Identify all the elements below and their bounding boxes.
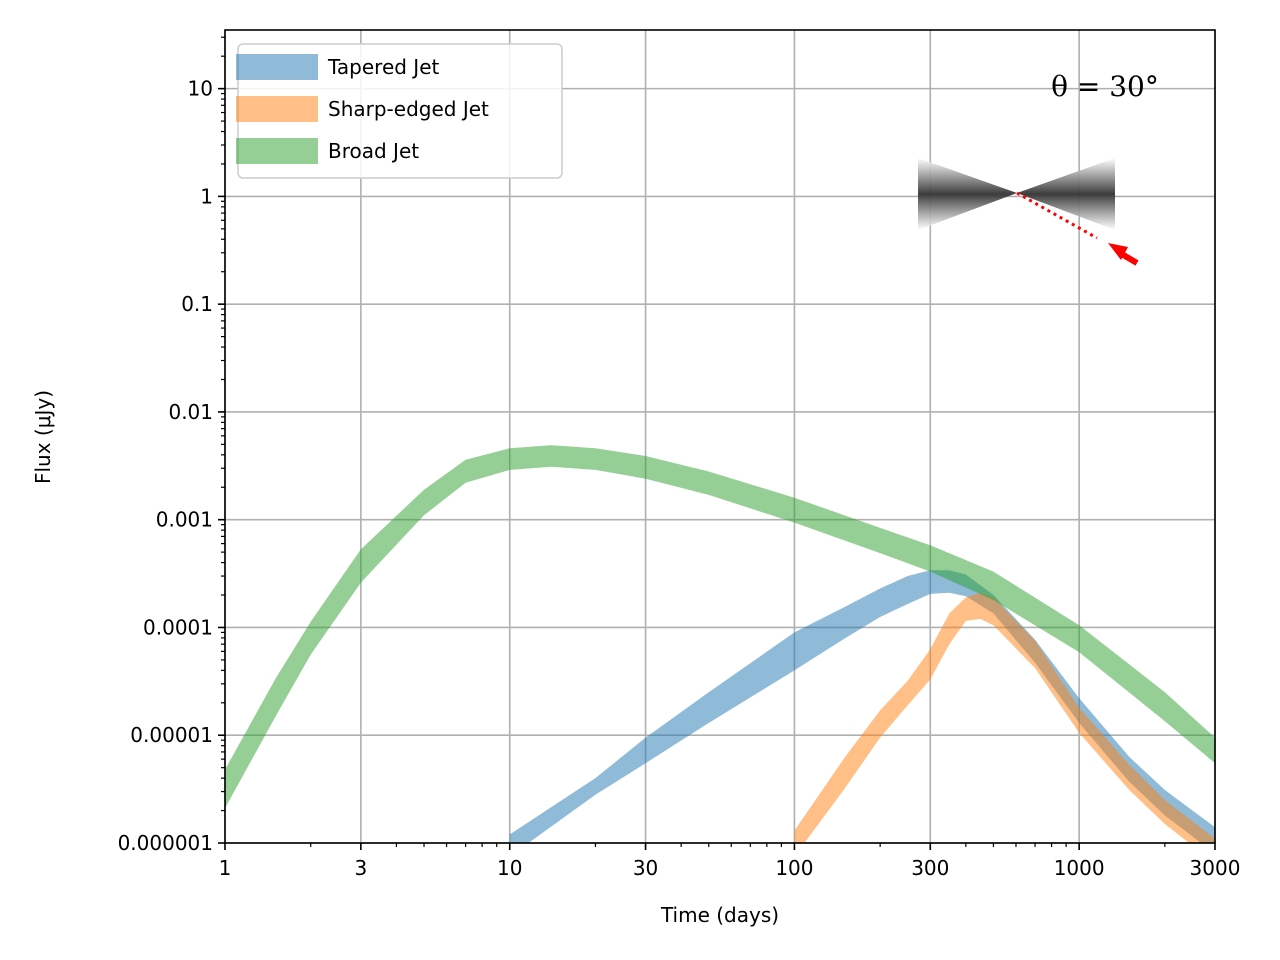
x-tick-label: 300 xyxy=(911,856,949,880)
series-band-sharp-edged-jet xyxy=(794,592,1215,843)
y-tick-label: 1 xyxy=(200,184,213,208)
x-axis-label: Time (days) xyxy=(660,903,779,927)
legend-label-tapered-jet: Tapered Jet xyxy=(327,55,440,79)
y-tick-label: 0.01 xyxy=(168,400,213,424)
y-tick-label: 0.001 xyxy=(156,508,213,532)
jet-cone-icon xyxy=(918,158,1115,230)
legend-swatch-broad-jet xyxy=(236,138,318,164)
legend-label-sharp-edged-jet: Sharp-edged Jet xyxy=(328,97,489,121)
x-tick-label: 30 xyxy=(633,856,658,880)
legend-swatch-sharp-edged-jet xyxy=(236,96,318,122)
x-tick-label: 3000 xyxy=(1190,856,1241,880)
y-tick-label: 0.1 xyxy=(181,292,213,316)
y-axis-label: Flux (μJy) xyxy=(31,390,55,484)
observer-arrow-icon xyxy=(1016,191,1139,266)
y-tick-label: 0.00001 xyxy=(130,723,213,747)
x-tick-label: 3 xyxy=(354,856,367,880)
angle-annotation: θ = 30° xyxy=(1051,70,1159,103)
x-tick-label: 1 xyxy=(219,856,232,880)
legend-swatch-tapered-jet xyxy=(236,54,318,80)
x-tick-label: 10 xyxy=(497,856,522,880)
legend: Tapered Jet Sharp-edged Jet Broad Jet xyxy=(236,43,563,179)
series-layer xyxy=(225,445,1215,843)
x-tick-label: 1000 xyxy=(1054,856,1105,880)
x-tick-label: 100 xyxy=(775,856,813,880)
plot-frame xyxy=(224,29,1216,844)
ticks xyxy=(218,36,1216,850)
y-tick-label: 10 xyxy=(188,77,213,101)
y-tick-label: 0.000001 xyxy=(118,831,213,855)
legend-label-broad-jet: Broad Jet xyxy=(328,139,419,163)
y-tick-label: 0.0001 xyxy=(143,615,213,639)
tick-labels: 1 3 10 30 100 300 1000 3000 0.000001 0.00001 0.000… xyxy=(118,77,1241,880)
